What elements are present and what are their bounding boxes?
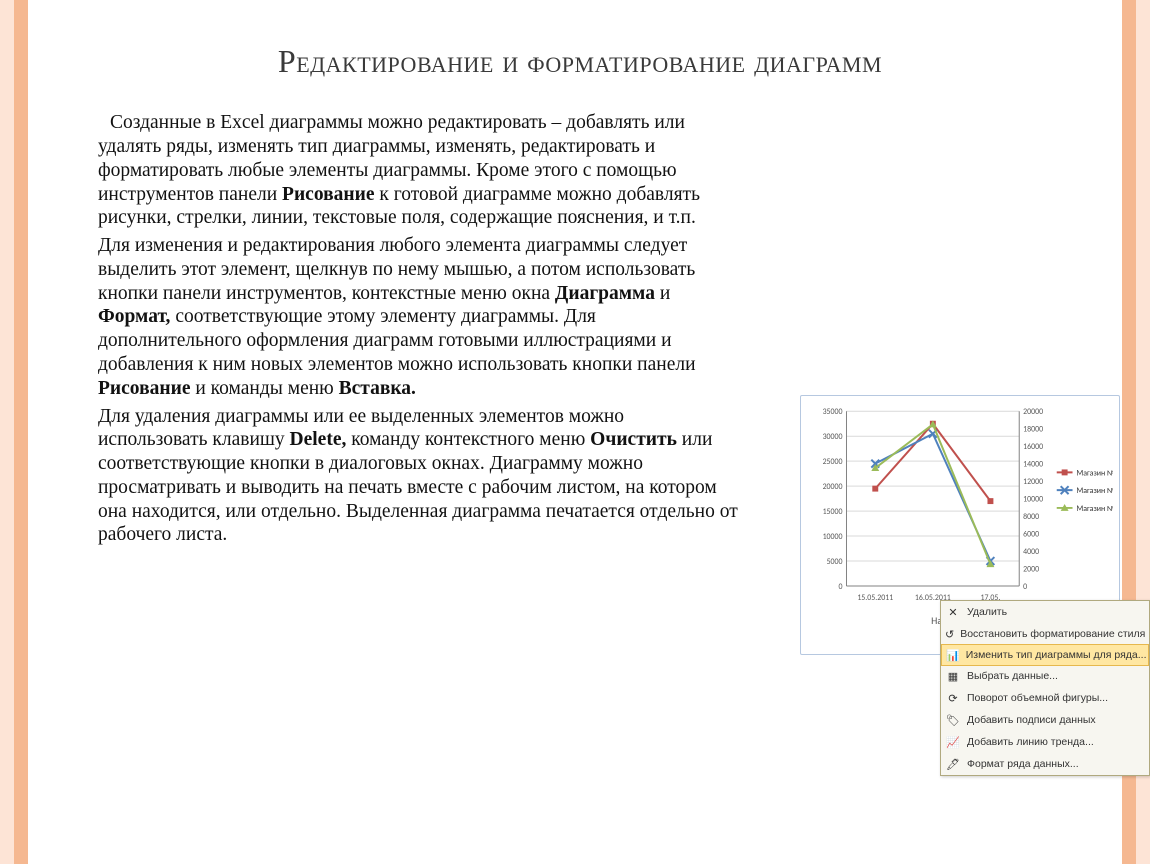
svg-text:18000: 18000 [1023, 425, 1043, 435]
rotate3d-icon: ⟳ [945, 690, 961, 706]
menu-item[interactable]: ▦ Выбрать данные... [941, 665, 1149, 687]
svg-text:10000: 10000 [1023, 495, 1043, 505]
format-icon: 🖊 [945, 756, 961, 772]
labels-icon: 🏷 [945, 712, 961, 728]
left-decor-stripes [0, 0, 28, 864]
paragraph-1: Созданные в Excel диаграммы можно редакт… [98, 111, 738, 230]
body-text: Созданные в Excel диаграммы можно редакт… [98, 111, 738, 551]
svg-text:6000: 6000 [1023, 530, 1039, 540]
paragraph-2: Для изменения и редактирования любого эл… [98, 234, 738, 400]
menu-item[interactable]: 📊 Изменить тип диаграммы для ряда... [941, 644, 1149, 666]
menu-item-label: Выбрать данные... [967, 670, 1058, 682]
svg-text:0: 0 [839, 582, 843, 592]
menu-item[interactable]: ↺ Восстановить форматирование стиля [941, 623, 1149, 645]
menu-item-label: Добавить подписи данных [967, 714, 1096, 726]
menu-item[interactable]: ✕ Удалить [941, 601, 1149, 623]
svg-text:4000: 4000 [1023, 547, 1039, 557]
svg-text:5000: 5000 [827, 557, 843, 567]
svg-text:15.05.2011: 15.05.2011 [857, 593, 893, 603]
reset-icon: ↺ [945, 626, 954, 642]
svg-text:16000: 16000 [1023, 442, 1043, 452]
svg-text:20000: 20000 [823, 482, 843, 492]
svg-text:20000: 20000 [1023, 407, 1043, 417]
svg-text:30000: 30000 [823, 432, 843, 442]
context-menu: ✕ Удалить ↺ Восстановить форматирование сти… [940, 600, 1150, 776]
menu-item-label: Удалить [967, 606, 1007, 618]
paragraph-3: Для удаления диаграммы или ее выделенных… [98, 405, 738, 548]
svg-text:10000: 10000 [823, 532, 843, 542]
select-icon: ▦ [945, 668, 961, 684]
menu-item[interactable]: 📈 Добавить линию тренда... [941, 731, 1149, 753]
svg-text:Магазин №1: Магазин №1 [1076, 486, 1113, 496]
svg-text:35000: 35000 [823, 407, 843, 417]
menu-item-label: Поворот объемной фигуры... [967, 692, 1108, 704]
menu-item-label: Изменить тип диаграммы для ряда... [966, 649, 1147, 661]
svg-text:12000: 12000 [1023, 477, 1043, 487]
menu-item[interactable]: 🏷 Добавить подписи данных [941, 709, 1149, 731]
menu-item-label: Формат ряда данных... [967, 758, 1079, 770]
svg-text:15000: 15000 [823, 507, 843, 517]
delete-icon: ✕ [945, 604, 961, 620]
menu-item-label: Восстановить форматирование стиля [960, 628, 1145, 640]
menu-item[interactable]: ⟳ Поворот объемной фигуры... [941, 687, 1149, 709]
svg-text:Магазин №3: Магазин №3 [1076, 504, 1113, 514]
chart-icon: 📊 [946, 647, 960, 663]
svg-text:2000: 2000 [1023, 564, 1039, 574]
slide-title: Редактирование и форматирование диаграмм [98, 40, 1062, 83]
menu-item-label: Добавить линию тренда... [967, 736, 1094, 748]
trend-icon: 📈 [945, 734, 961, 750]
menu-item[interactable]: 🖊 Формат ряда данных... [941, 753, 1149, 775]
svg-text:25000: 25000 [823, 457, 843, 467]
svg-text:8000: 8000 [1023, 512, 1039, 522]
svg-text:Магазин №2: Магазин №2 [1076, 468, 1113, 478]
svg-text:14000: 14000 [1023, 460, 1043, 470]
svg-text:0: 0 [1023, 582, 1027, 592]
